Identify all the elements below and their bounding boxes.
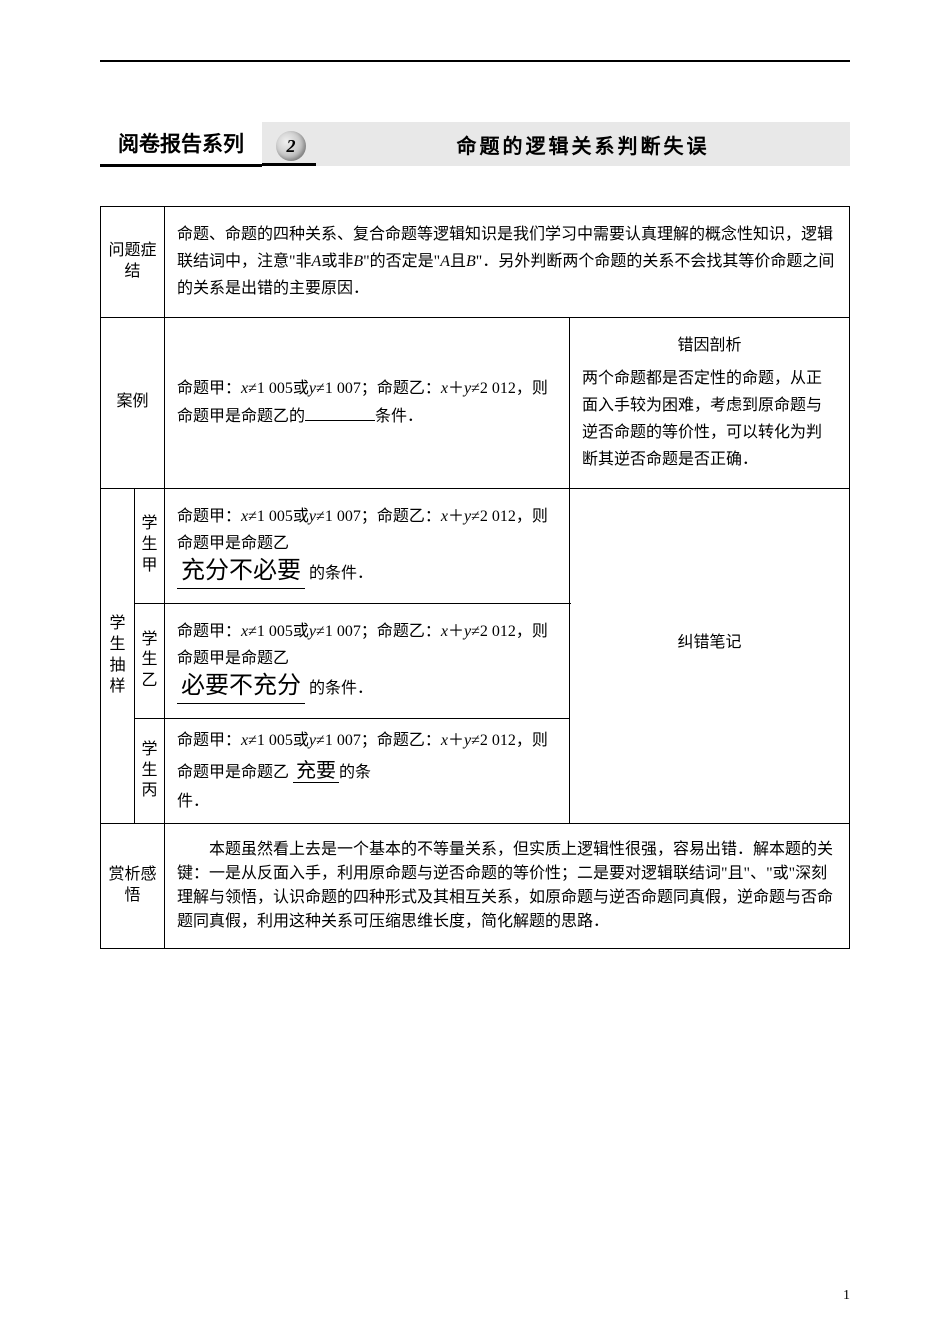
sa-p1: ≠1 005或 <box>248 508 309 525</box>
sa-p2: ≠1 007；命题乙： <box>316 508 441 525</box>
cell-student-a: 命题甲：x≠1 005或y≠1 007；命题乙：x＋y≠2 012，则命题甲是命… <box>165 488 570 603</box>
sc-p5b: 件． <box>177 793 209 810</box>
header-title: 命题的逻辑关系判断失误 <box>316 122 850 166</box>
sc-x2: x <box>441 732 448 749</box>
sc-p2: ≠1 007；命题乙： <box>316 732 441 749</box>
main-table: 问题症结 命题、命题的四种关系、复合命题等逻辑知识是我们学习中需要认真理解的概念… <box>100 206 850 949</box>
case-p0: 命题甲： <box>177 380 241 397</box>
sa-p5: 的条件． <box>309 565 373 582</box>
top-rule <box>100 60 850 62</box>
answer-c: 充要 <box>293 760 339 783</box>
sb-p2: ≠1 007；命题乙： <box>316 623 441 640</box>
var-A1: A <box>312 253 322 270</box>
cell-student-c: 命题甲：x≠1 005或y≠1 007；命题乙：x＋y≠2 012，则命题甲是命… <box>165 718 570 823</box>
sb-p3: ＋ <box>448 623 464 640</box>
label-student-a: 学生甲 <box>135 488 165 603</box>
cell-insight: 本题虽然看上去是一个基本的不等量关系，但实质上逻辑性很强，容易出错．解本题的关键… <box>165 824 850 949</box>
sa-x2: x <box>441 508 448 525</box>
badge-number: 2 <box>276 131 306 161</box>
answer-b: 必要不充分 <box>177 672 305 704</box>
analysis-body: 两个命题都是否定性的命题，从正面入手较为困难，考虑到原命题与逆否命题的等价性，可… <box>582 365 837 474</box>
sb-p0: 命题甲： <box>177 623 241 640</box>
label-samples: 学生抽样 <box>101 488 135 824</box>
row-case: 案例 命题甲：x≠1 005或y≠1 007；命题乙：x＋y≠2 012，则命题… <box>101 317 850 488</box>
insight-text: 本题虽然看上去是一个基本的不等量关系，但实质上逻辑性很强，容易出错．解本题的关键… <box>177 838 837 934</box>
row-student-a: 学生抽样 学生甲 命题甲：x≠1 005或y≠1 007；命题乙：x＋y≠2 0… <box>101 488 850 603</box>
case-y2: y <box>464 380 471 397</box>
sa-p0: 命题甲： <box>177 508 241 525</box>
case-p5: 条件． <box>375 408 423 425</box>
sb-p1: ≠1 005或 <box>248 623 309 640</box>
cell-case-stem: 命题甲：x≠1 005或y≠1 007；命题乙：x＋y≠2 012，则命题甲是命… <box>165 317 570 488</box>
header-left: 阅卷报告系列 2 <box>100 122 316 166</box>
sb-p5: 的条件． <box>309 680 373 697</box>
label-student-b: 学生乙 <box>135 603 165 718</box>
sb-y2: y <box>464 623 471 640</box>
sc-y1: y <box>309 732 316 749</box>
row-insight: 赏析感悟 本题虽然看上去是一个基本的不等量关系，但实质上逻辑性很强，容易出错．解… <box>101 824 850 949</box>
sc-p1: ≠1 005或 <box>248 732 309 749</box>
sc-p0: 命题甲： <box>177 732 241 749</box>
sa-p3: ＋ <box>448 508 464 525</box>
sa-y2: y <box>464 508 471 525</box>
note-column: 纠错笔记 <box>570 488 850 824</box>
page-number: 1 <box>843 1288 850 1304</box>
sc-p5a: 的条 <box>339 764 371 781</box>
sb-y1: y <box>309 623 316 640</box>
sa-y1: y <box>309 508 316 525</box>
cell-problem-text: 命题、命题的四种关系、复合命题等逻辑知识是我们学习中需要认真理解的概念性知识，逻… <box>165 207 850 318</box>
var-B1: B <box>353 253 363 270</box>
problem-t2: "的否定是" <box>363 253 440 270</box>
case-x2: x <box>441 380 448 397</box>
cell-case-analysis: 错因剖析 两个命题都是否定性的命题，从正面入手较为困难，考虑到原命题与逆否命题的… <box>570 317 850 488</box>
var-A2: A <box>440 253 450 270</box>
case-p3: ＋ <box>448 380 464 397</box>
var-B2: B <box>466 253 476 270</box>
answer-a: 充分不必要 <box>177 557 305 589</box>
case-y1: y <box>309 380 316 397</box>
analysis-title: 错因剖析 <box>582 332 837 359</box>
case-p1: ≠1 005或 <box>248 380 309 397</box>
problem-t1: 或非 <box>321 253 353 270</box>
problem-t3: 且 <box>450 253 466 270</box>
cell-student-b: 命题甲：x≠1 005或y≠1 007；命题乙：x＋y≠2 012，则命题甲是命… <box>165 603 570 718</box>
sc-y2: y <box>464 732 471 749</box>
series-label: 阅卷报告系列 <box>100 122 262 167</box>
header-bar: 阅卷报告系列 2 命题的逻辑关系判断失误 <box>100 122 850 166</box>
row-problem: 问题症结 命题、命题的四种关系、复合命题等逻辑知识是我们学习中需要认真理解的概念… <box>101 207 850 318</box>
sb-x2: x <box>441 623 448 640</box>
label-insight: 赏析感悟 <box>101 824 165 949</box>
label-case: 案例 <box>101 317 165 488</box>
label-problem: 问题症结 <box>101 207 165 318</box>
sc-p3: ＋ <box>448 732 464 749</box>
blank-line <box>305 405 375 421</box>
case-p2: ≠1 007；命题乙： <box>316 380 441 397</box>
label-student-c: 学生丙 <box>135 718 165 823</box>
